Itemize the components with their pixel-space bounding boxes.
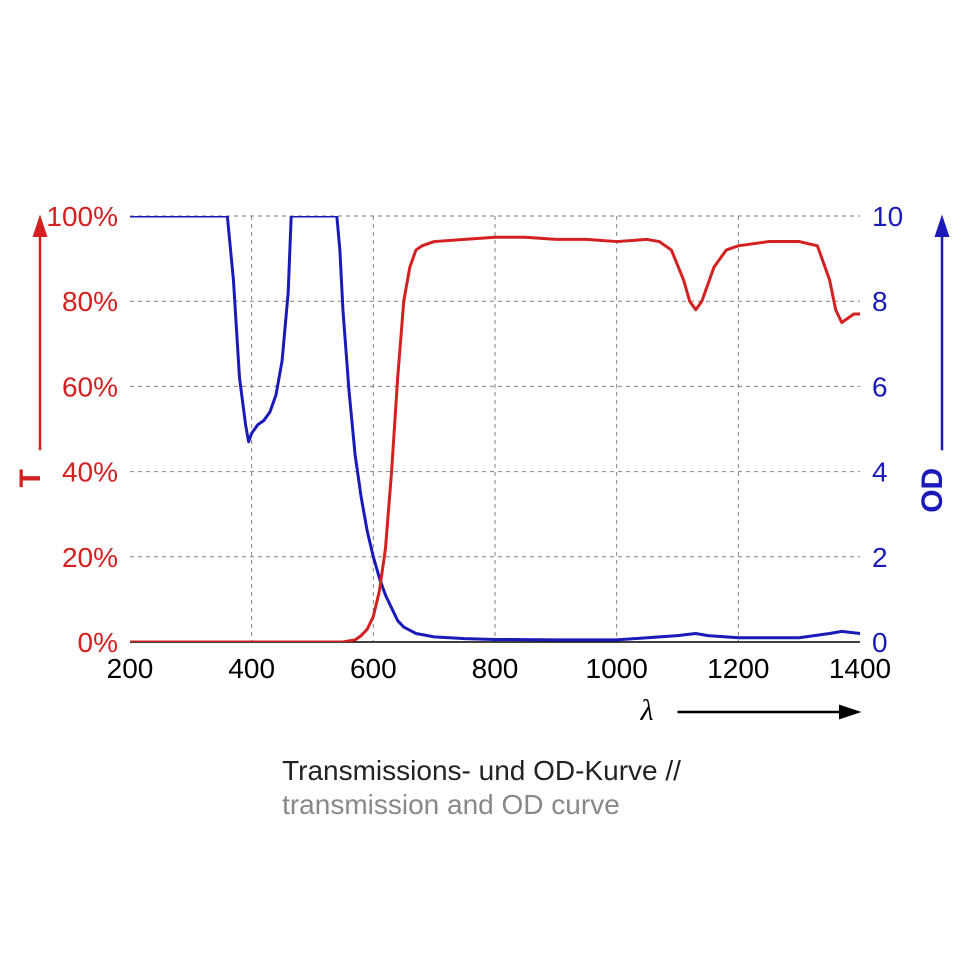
- y-right-tick-label: 2: [872, 542, 888, 573]
- y-left-tick-label: 40%: [62, 457, 118, 488]
- y-left-tick-label: 60%: [62, 371, 118, 402]
- x-tick-label: 400: [228, 653, 275, 684]
- y-left-tick-label: 100%: [46, 201, 118, 232]
- caption-en: transmission and OD curve: [282, 789, 620, 820]
- y-left-tick-label: 80%: [62, 286, 118, 317]
- x-tick-label: 1000: [586, 653, 648, 684]
- y-left-axis-label: T: [14, 469, 47, 487]
- y-left-tick-label: 20%: [62, 542, 118, 573]
- x-tick-label: 200: [107, 653, 154, 684]
- caption-de: Transmissions- und OD-Kurve //: [282, 755, 681, 786]
- y-right-tick-label: 8: [872, 286, 888, 317]
- y-right-tick-label: 10: [872, 201, 903, 232]
- chart-container: 0%20%40%60%80%100%0246810200400600800100…: [0, 0, 980, 980]
- x-tick-label: 1400: [829, 653, 891, 684]
- y-right-tick-label: 6: [872, 371, 888, 402]
- y-right-axis-label: OD: [916, 468, 949, 513]
- x-tick-label: 600: [350, 653, 397, 684]
- x-axis-label: λ: [640, 694, 654, 727]
- x-tick-label: 800: [472, 653, 519, 684]
- x-tick-label: 1200: [707, 653, 769, 684]
- y-right-tick-label: 4: [872, 457, 888, 488]
